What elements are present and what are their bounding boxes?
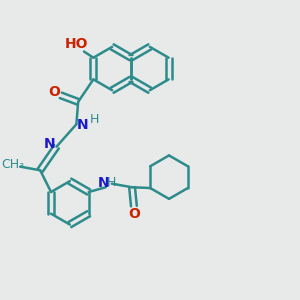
Text: O: O xyxy=(48,85,60,99)
Text: O: O xyxy=(128,207,140,221)
Text: CH₃: CH₃ xyxy=(2,158,25,171)
Text: N: N xyxy=(97,176,109,190)
Text: HO: HO xyxy=(65,37,88,51)
Text: H: H xyxy=(107,176,116,189)
Text: H: H xyxy=(90,113,99,127)
Text: N: N xyxy=(44,137,55,151)
Text: N: N xyxy=(77,118,89,132)
